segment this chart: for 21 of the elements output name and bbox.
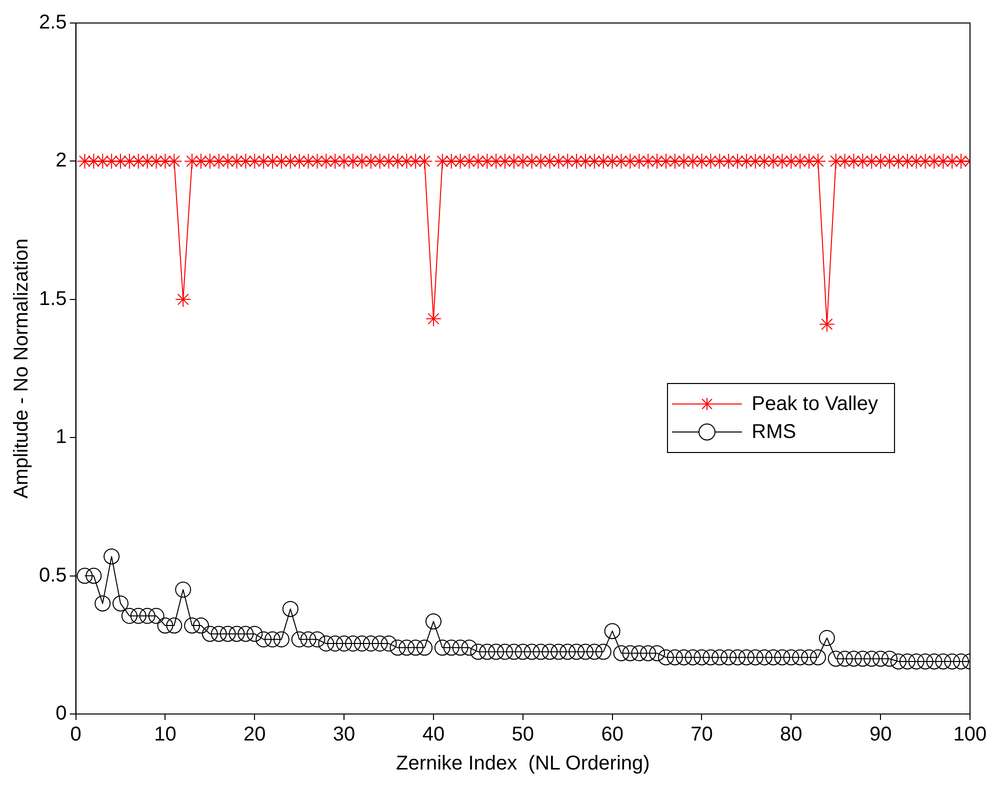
y-tick-label: 1.5 — [38, 288, 67, 310]
x-tick-label: 30 — [332, 724, 356, 746]
y-tick-label: 2 — [56, 150, 67, 172]
x-tick-label: 80 — [780, 724, 802, 746]
y-tick-label: 0.5 — [38, 564, 67, 586]
y-axis-title: Amplitude - No Normalization — [10, 238, 33, 499]
x-tick-label: 60 — [601, 724, 624, 746]
x-tick-label: 90 — [869, 724, 892, 746]
legend-label: RMS — [752, 420, 796, 444]
x-axis-title: Zernike Index (NL Ordering) — [396, 752, 650, 775]
legend-label: Peak to Valley — [752, 392, 878, 416]
x-tick-label: 20 — [244, 724, 266, 746]
x-tick-label: 0 — [70, 724, 82, 746]
x-tick-label: 50 — [512, 724, 534, 746]
x-tick-label: 40 — [422, 724, 445, 746]
y-tick-label: 2.5 — [38, 12, 67, 34]
y-tick-label: 0 — [56, 702, 67, 725]
x-tick-label: 70 — [690, 724, 713, 746]
x-tick-label: 10 — [154, 724, 176, 746]
y-tick-label: 1 — [56, 426, 67, 448]
x-tick-label: 100 — [953, 724, 987, 746]
